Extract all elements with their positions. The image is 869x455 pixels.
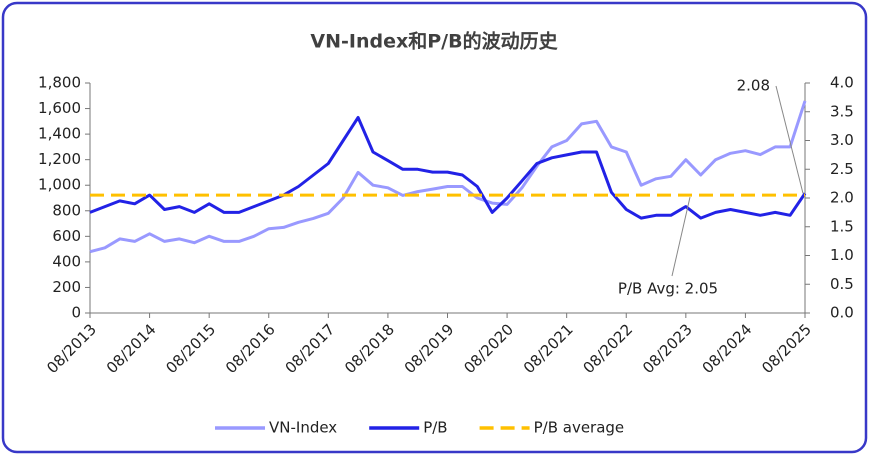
- series-line: [89, 116, 807, 220]
- y-tick-label: 1,000: [38, 176, 81, 194]
- y-tick-label: 1,200: [38, 150, 81, 168]
- y-tick-label: 0: [71, 304, 81, 322]
- y2-tick-label: 3.5: [830, 102, 854, 120]
- legend-label: VN-Index: [269, 419, 337, 437]
- y2-tick-label: 1.5: [830, 217, 854, 235]
- annotation-leader: [671, 197, 691, 277]
- legend-label: P/B average: [534, 419, 625, 437]
- y2-tick-label: 2.5: [830, 160, 854, 178]
- annotation: P/B Avg: 2.05: [618, 280, 718, 298]
- y2-tick-label: 2.0: [830, 189, 854, 207]
- chart-title: VN-Index和P/B的波动历史: [310, 30, 558, 53]
- y-tick-label: 200: [52, 278, 81, 296]
- series-line: [89, 100, 807, 254]
- y-tick-label: 1,600: [38, 99, 81, 117]
- y2-tick-label: 1.0: [830, 246, 854, 264]
- y2-tick-label: 0.5: [830, 275, 854, 293]
- y2-tick-label: 3.0: [830, 131, 854, 149]
- y-tick-label: 1,400: [38, 125, 81, 143]
- y-tick-label: 800: [52, 201, 81, 219]
- annotation: 2.08: [737, 77, 770, 95]
- y2-tick-label: 0.0: [830, 304, 854, 322]
- legend-label: P/B: [423, 419, 447, 437]
- y-tick-label: 400: [52, 252, 81, 270]
- y2-tick-label: 4.0: [830, 74, 854, 92]
- y-tick-label: 600: [52, 227, 81, 245]
- y-tick-label: 1,800: [38, 74, 81, 92]
- annotation-leader: [775, 85, 804, 194]
